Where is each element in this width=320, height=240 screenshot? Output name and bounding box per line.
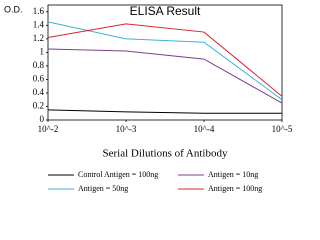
y-tick-label: 0	[40, 114, 45, 124]
chart: O.D. ELISA Result Serial Dilutions of An…	[4, 4, 293, 193]
legend-label: Antigen = 50ng	[78, 184, 128, 193]
x-tick-label: 10^-3	[116, 124, 137, 134]
y-tick-label: 0.6	[33, 73, 45, 83]
x-tick-label: 10^-2	[38, 124, 59, 134]
y-axis-label: O.D.	[4, 4, 23, 14]
series-line	[47, 48, 283, 104]
y-tick-label: 1	[40, 46, 45, 56]
y-tick-label: 0.4	[33, 87, 45, 97]
y-tick-label: 1.4	[33, 19, 45, 29]
series-line	[47, 109, 282, 114]
y-tick-label: 1.6	[33, 6, 45, 16]
x-tick-label: 10^-5	[272, 124, 293, 134]
x-axis-label: Serial Dilutions of Antibody	[103, 148, 228, 160]
series-line	[47, 21, 283, 101]
legend-label: Antigen = 10ng	[208, 170, 258, 179]
series-line	[47, 23, 283, 97]
y-tick-label: 0.2	[33, 101, 44, 111]
y-tick-label: 1.2	[33, 33, 44, 43]
x-tick-label: 10^-4	[194, 124, 215, 134]
y-tick-label: 0.8	[33, 60, 45, 70]
chart-title: ELISA Result	[130, 4, 201, 18]
legend-label: Antigen = 100ng	[208, 184, 262, 193]
legend-label: Control Antigen = 100ng	[78, 170, 158, 179]
plot-frame	[47, 4, 283, 121]
